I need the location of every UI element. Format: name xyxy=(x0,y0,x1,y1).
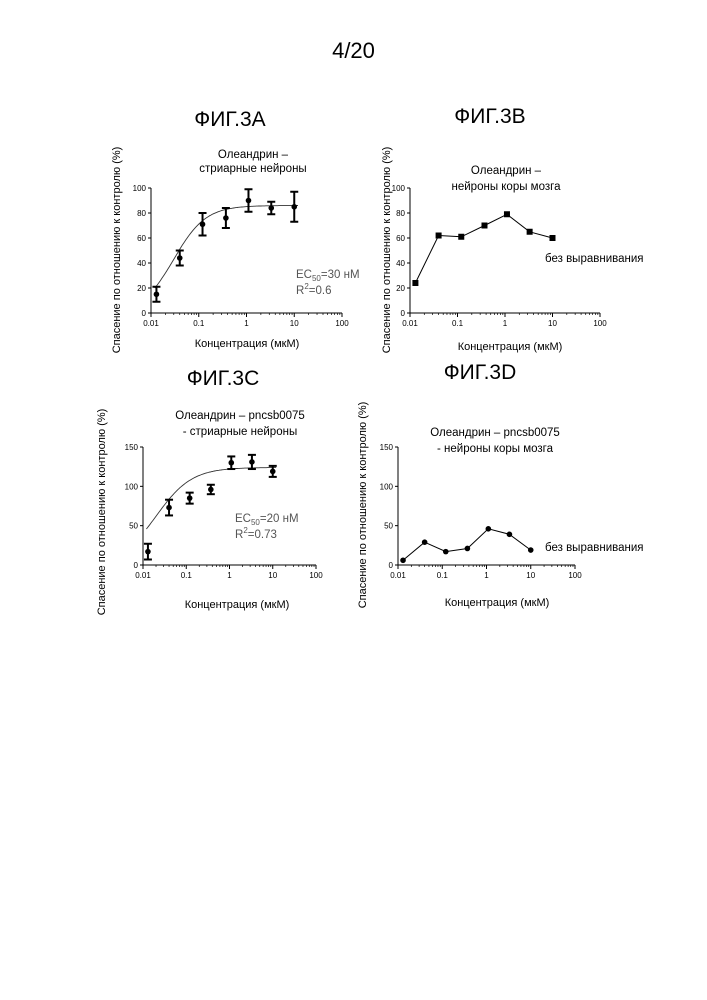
data-point xyxy=(486,526,492,532)
y-tick-label: 150 xyxy=(380,443,394,452)
y-axis-title: Спасение по отношению к контролю (%) xyxy=(357,402,369,609)
y-tick-label: 50 xyxy=(384,522,393,531)
x-tick-label: 0.1 xyxy=(437,571,449,580)
data-point xyxy=(507,532,513,538)
y-tick-label: 100 xyxy=(380,482,394,491)
chart-subtitle-line: - нейроны коры мозга xyxy=(437,443,554,455)
x-tick-label: 10 xyxy=(526,571,535,580)
x-axis-title: Концентрация (мкМ) xyxy=(445,597,550,609)
data-point xyxy=(465,546,471,552)
x-tick-label: 1 xyxy=(484,571,489,580)
annotation: без выравнивания xyxy=(545,542,644,554)
chart-subtitle-line: Олеандрин – pncsb0075 xyxy=(430,427,560,439)
data-point xyxy=(400,557,406,563)
figure-title: ФИГ.3D xyxy=(444,361,517,384)
y-tick-label: 0 xyxy=(389,561,394,570)
data-point xyxy=(528,547,534,553)
x-tick-label: 100 xyxy=(568,571,582,580)
data-point xyxy=(422,539,428,545)
data-point xyxy=(443,549,449,555)
x-tick-label: 0.01 xyxy=(390,571,406,580)
